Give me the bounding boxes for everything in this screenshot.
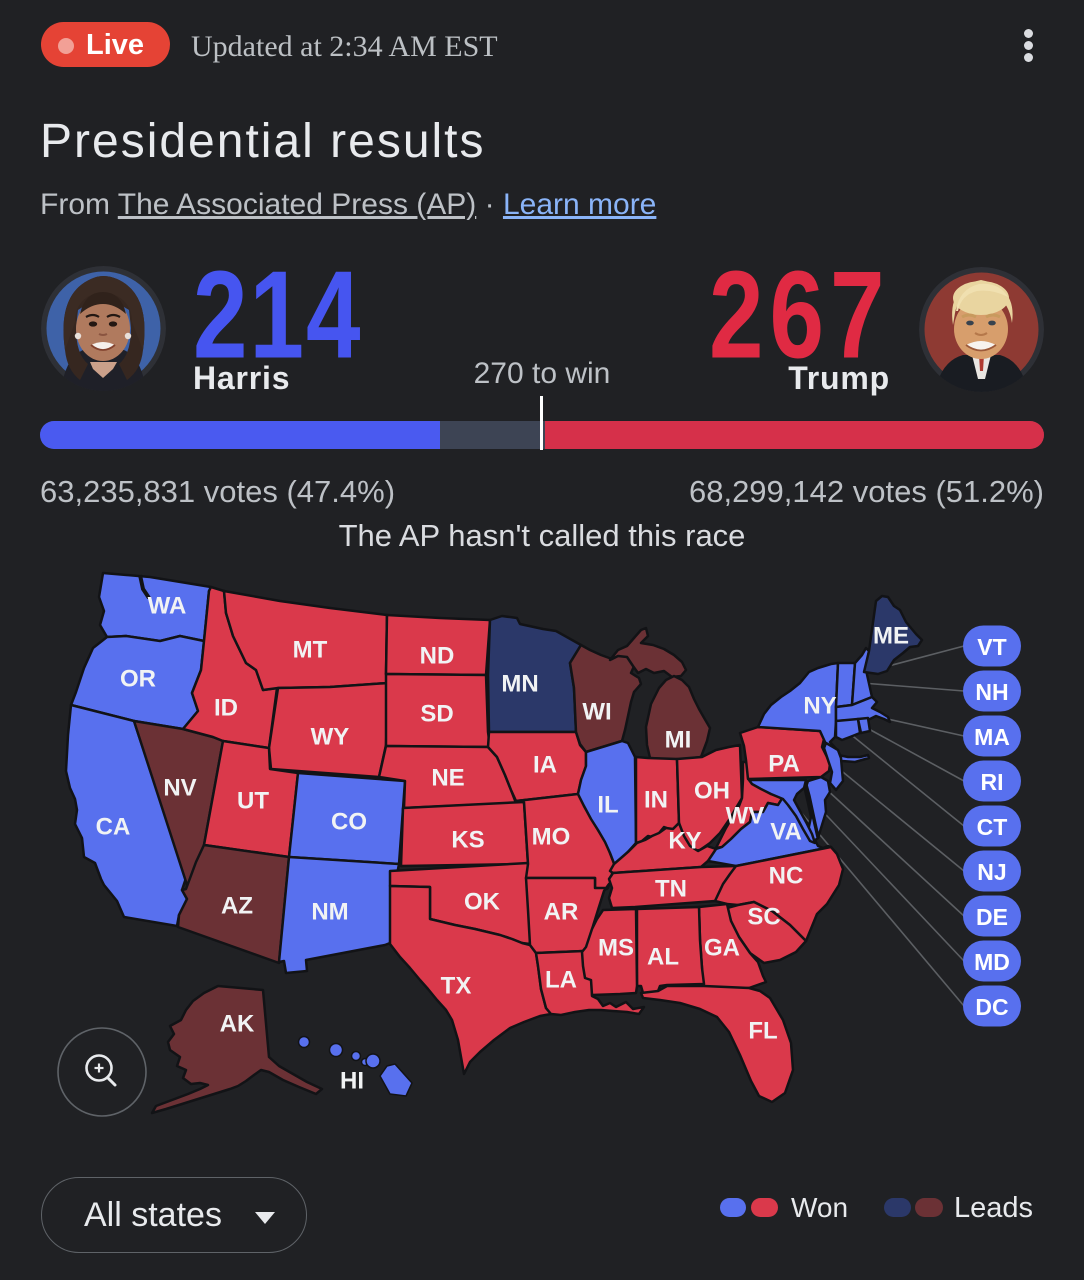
svg-text:KY: KY xyxy=(668,828,701,855)
svg-text:OH: OH xyxy=(694,778,730,805)
svg-text:GA: GA xyxy=(704,935,740,962)
svg-text:MN: MN xyxy=(501,671,538,698)
svg-text:AR: AR xyxy=(544,899,579,926)
svg-text:KS: KS xyxy=(451,827,484,854)
svg-text:DC: DC xyxy=(975,994,1008,1020)
svg-text:IN: IN xyxy=(644,787,668,814)
svg-text:MS: MS xyxy=(598,935,634,962)
svg-text:MT: MT xyxy=(293,637,328,664)
svg-text:AK: AK xyxy=(220,1011,255,1038)
svg-text:CT: CT xyxy=(977,814,1008,840)
svg-text:ID: ID xyxy=(214,695,238,722)
svg-text:IL: IL xyxy=(597,792,618,819)
svg-text:UT: UT xyxy=(237,788,269,815)
svg-text:CO: CO xyxy=(331,809,367,836)
svg-text:MD: MD xyxy=(974,949,1010,975)
svg-text:WY: WY xyxy=(311,724,350,751)
svg-text:MO: MO xyxy=(532,824,571,851)
svg-text:AL: AL xyxy=(647,944,679,971)
svg-text:CA: CA xyxy=(96,814,131,841)
svg-text:SC: SC xyxy=(747,904,780,931)
svg-text:HI: HI xyxy=(340,1068,364,1095)
svg-text:LA: LA xyxy=(545,967,577,994)
svg-text:OK: OK xyxy=(464,889,501,916)
svg-text:WI: WI xyxy=(582,699,611,726)
svg-text:IA: IA xyxy=(533,752,557,779)
svg-text:NE: NE xyxy=(431,765,464,792)
svg-text:WA: WA xyxy=(148,593,187,620)
svg-text:NH: NH xyxy=(975,679,1008,705)
svg-text:MA: MA xyxy=(974,724,1010,750)
svg-text:DE: DE xyxy=(976,904,1008,930)
svg-text:MI: MI xyxy=(665,727,692,754)
svg-text:NC: NC xyxy=(769,863,804,890)
svg-text:NY: NY xyxy=(803,693,836,720)
svg-text:WV: WV xyxy=(726,803,765,830)
svg-text:NJ: NJ xyxy=(977,859,1006,885)
svg-text:RI: RI xyxy=(981,769,1004,795)
svg-text:NM: NM xyxy=(311,899,348,926)
svg-text:VA: VA xyxy=(770,819,802,846)
svg-text:VT: VT xyxy=(977,634,1006,660)
svg-text:FL: FL xyxy=(748,1018,777,1045)
svg-text:SD: SD xyxy=(420,701,453,728)
svg-text:NV: NV xyxy=(163,775,196,802)
svg-text:ME: ME xyxy=(873,623,909,650)
svg-text:TN: TN xyxy=(655,876,687,903)
svg-text:OR: OR xyxy=(120,666,156,693)
svg-text:TX: TX xyxy=(441,973,472,1000)
svg-text:AZ: AZ xyxy=(221,893,253,920)
svg-text:PA: PA xyxy=(768,751,800,778)
svg-text:ND: ND xyxy=(420,643,455,670)
